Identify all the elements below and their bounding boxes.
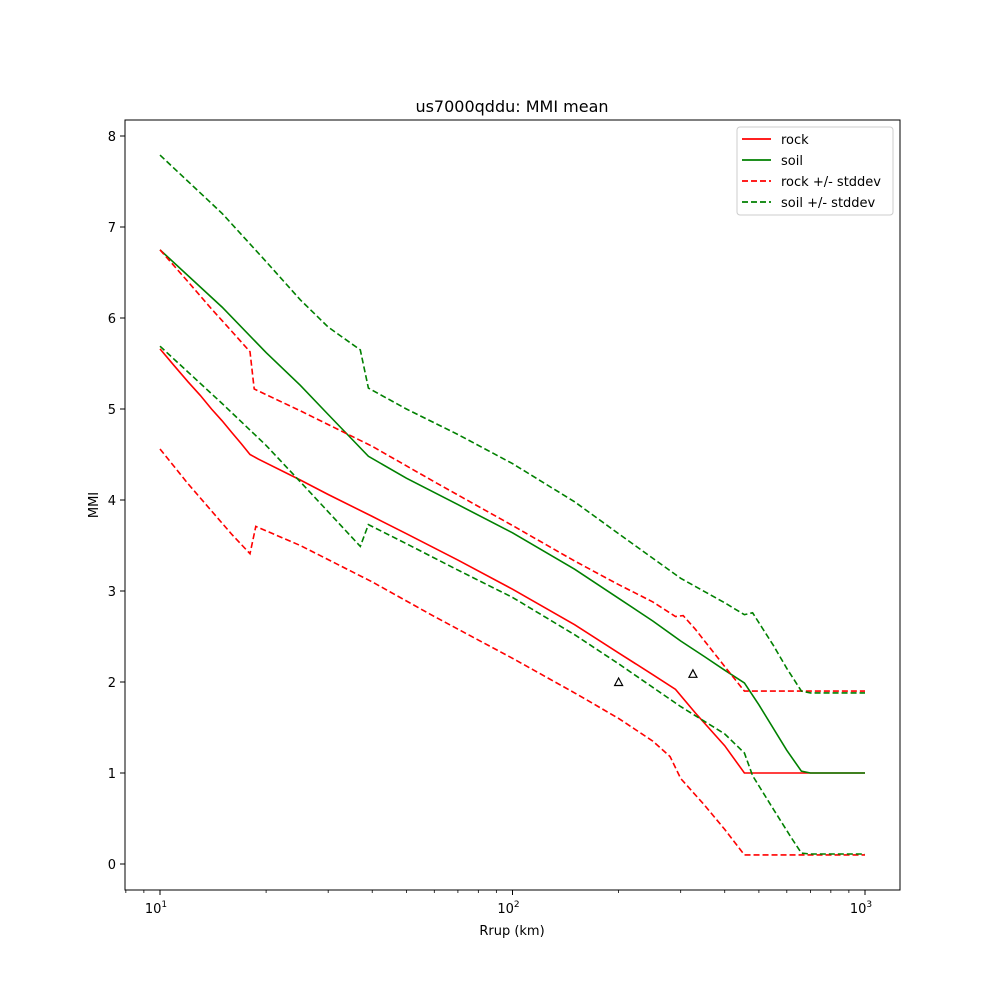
y-tick-label: 5	[108, 403, 116, 418]
y-tick-label: 2	[108, 676, 116, 691]
y-axis: 0 1 2 3 4 5 6 7 8	[108, 130, 125, 873]
observation-markers	[613, 668, 698, 687]
chart-title: us7000qddu: MMI mean	[415, 97, 608, 116]
y-tick-label: 0	[108, 858, 116, 873]
legend-box	[736, 126, 894, 216]
y-tick-label: 3	[108, 585, 116, 600]
series-soil-stddev-line	[159, 154, 865, 694]
series-layer	[159, 154, 865, 856]
legend-label: rock	[781, 133, 809, 148]
observation-triangle-icon	[613, 676, 624, 687]
observation-triangle-icon	[687, 668, 698, 678]
x-axis-label: Rrup (km)	[479, 924, 544, 939]
series-soil-stddev-lower-line	[159, 345, 865, 855]
legend-label: rock +/- stddev	[781, 175, 881, 190]
legend-label: soil	[781, 154, 803, 169]
series-soil-line	[159, 249, 865, 774]
y-tick-label: 7	[108, 221, 116, 236]
y-axis-label: MMI	[87, 492, 102, 518]
y-tick-label: 8	[108, 130, 116, 145]
y-tick-label: 1	[108, 767, 116, 782]
legend: rock soil rock +/- stddev soil +/- stddev	[736, 126, 894, 216]
series-rock-stddev-lower-line	[159, 448, 865, 856]
y-tick-label: 6	[108, 312, 116, 327]
y-tick-label: 4	[108, 494, 116, 509]
series-rock-line	[159, 348, 865, 774]
series-rock-stddev-line	[159, 249, 865, 692]
legend-label: soil +/- stddev	[781, 196, 876, 211]
